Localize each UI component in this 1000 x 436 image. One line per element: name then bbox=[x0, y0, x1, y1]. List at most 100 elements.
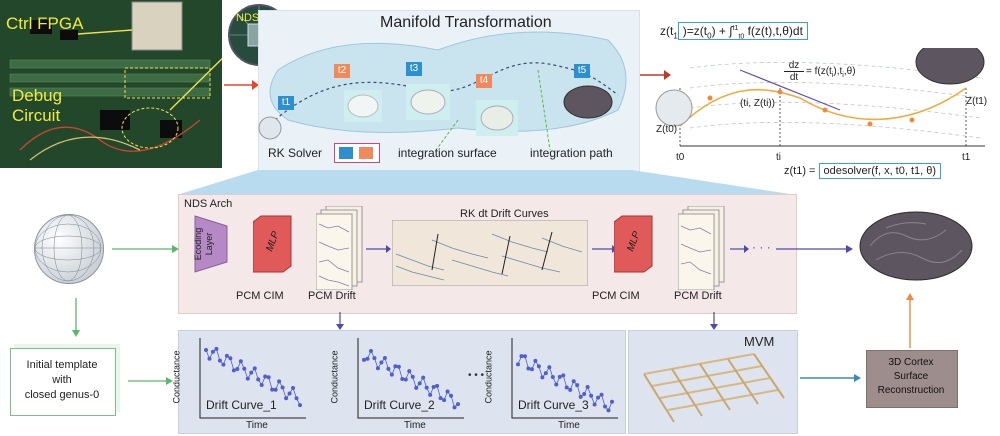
drift-point bbox=[277, 379, 282, 384]
arrow-right-icon bbox=[800, 374, 861, 382]
z-t0-label: Z(t0) bbox=[656, 124, 678, 135]
ctrl-fpga-label: Ctrl FPGA bbox=[6, 14, 84, 33]
drift-point bbox=[438, 396, 443, 401]
drift-point bbox=[400, 377, 405, 382]
drift-point bbox=[540, 375, 545, 380]
drift-point bbox=[403, 377, 408, 382]
drift-point bbox=[382, 355, 387, 360]
drift-point bbox=[599, 392, 604, 397]
drift-point bbox=[547, 365, 552, 370]
step-t4: t4 bbox=[476, 74, 492, 88]
ode-eq-bottom: z(t1) = odesolver(f, x, t0, t1, θ) bbox=[784, 163, 942, 179]
point-label: (ti, Z(ti)) bbox=[740, 98, 775, 109]
pcm-drift-stack-1 bbox=[316, 206, 363, 290]
drift-point bbox=[273, 387, 278, 392]
drift-point bbox=[610, 399, 614, 404]
drift-point bbox=[578, 394, 583, 399]
arrow-right-icon bbox=[224, 80, 259, 90]
arrow-down-icon bbox=[72, 298, 80, 337]
mlp-block-2 bbox=[614, 215, 653, 273]
step-t1: t1 bbox=[278, 96, 294, 110]
drift-point bbox=[238, 359, 243, 364]
ylabel-3: Conductance bbox=[483, 350, 494, 404]
encoding-line2: Layer bbox=[204, 232, 214, 256]
drift-point bbox=[603, 404, 608, 409]
drift-point bbox=[368, 348, 373, 353]
drift-point bbox=[417, 381, 422, 386]
eq-top-sub0: 0 bbox=[707, 31, 712, 41]
curve-label-3: Drift Curve_3 bbox=[518, 398, 589, 412]
arrow-down-icon bbox=[336, 312, 344, 330]
drift-point bbox=[204, 348, 208, 352]
drift-point bbox=[449, 393, 454, 398]
drift-point bbox=[414, 385, 419, 390]
drift-point bbox=[372, 356, 377, 361]
drift-point bbox=[375, 366, 380, 371]
drift-point bbox=[575, 383, 580, 388]
eq-bottom-lhs: z(t1) = bbox=[784, 165, 816, 177]
xlabel-3: Time bbox=[558, 420, 580, 431]
eq-top-rhs: )=z(t bbox=[682, 24, 708, 38]
mlp-block-1 bbox=[253, 215, 292, 273]
drift-point bbox=[435, 383, 440, 388]
drift-point bbox=[533, 358, 538, 363]
dz-num: dz bbox=[784, 60, 804, 72]
dz-rhs-sub: i bbox=[831, 72, 834, 79]
drift-point bbox=[362, 357, 366, 362]
drift-point bbox=[252, 366, 257, 371]
manifold-title: Manifold Transformation bbox=[380, 14, 552, 31]
drift-point bbox=[589, 393, 594, 398]
drift-dots: • • • bbox=[468, 370, 485, 381]
drift-point bbox=[536, 364, 541, 369]
drift-point bbox=[284, 396, 289, 401]
pcb-board-icon bbox=[0, 0, 222, 168]
drift-point bbox=[379, 360, 384, 365]
drift-point bbox=[256, 377, 261, 382]
rk-orange-square bbox=[359, 147, 373, 159]
drift-point bbox=[606, 408, 611, 413]
dz-rhs-end: ,θ) bbox=[843, 66, 856, 77]
drift-point bbox=[519, 354, 524, 359]
template-line3: closed genus-0 bbox=[24, 389, 100, 401]
arrow-right-icon bbox=[640, 70, 671, 80]
drift-point bbox=[554, 382, 559, 387]
eq-top-sub: 1 bbox=[673, 31, 678, 41]
drift-point bbox=[428, 392, 433, 397]
encoding-line1: Ecoding bbox=[193, 227, 203, 261]
cortex-brain-image bbox=[859, 211, 973, 281]
drift-point bbox=[421, 375, 426, 380]
eq-top-int-lower: t0 bbox=[738, 33, 745, 41]
recon-line3: Reconstruction bbox=[877, 385, 945, 396]
drift-point bbox=[291, 386, 296, 391]
pcm-drift-label-2: PCM Drift bbox=[674, 290, 722, 302]
drift-point bbox=[424, 385, 429, 390]
template-card bbox=[10, 348, 116, 416]
dz-rhs-a: = f(z(t bbox=[806, 66, 832, 77]
recon-box bbox=[866, 350, 958, 408]
rk-drift-curves-chart bbox=[392, 220, 588, 286]
rk-blue-square bbox=[339, 147, 353, 159]
dz-rhs-b: ),t bbox=[833, 66, 843, 77]
drift-point bbox=[393, 364, 398, 369]
debug-label: Debug bbox=[12, 86, 63, 105]
rk-drift-title: RK dt Drift Curves bbox=[460, 208, 549, 220]
drift-point bbox=[386, 366, 391, 371]
rk-solver-label: RK Solver bbox=[268, 146, 323, 160]
mvm-crossbar-icon bbox=[643, 353, 785, 423]
eq-top-tail: f(z(t),t,θ)dt bbox=[747, 24, 803, 38]
encoding-label: Ecoding Layer bbox=[193, 221, 229, 267]
pcm-cim-label-2: PCM CIM bbox=[592, 290, 640, 302]
eq-top-int-upper: t1 bbox=[732, 25, 739, 32]
z-t1-label: Z(t1) bbox=[966, 96, 988, 107]
drift-point bbox=[287, 391, 292, 396]
drift-points bbox=[204, 346, 614, 413]
integration-path-label: integration path bbox=[530, 146, 613, 160]
template-text: Initial template with closed genus-0 bbox=[10, 358, 114, 403]
axis-t0-label: t0 bbox=[676, 152, 685, 163]
arrow-down-icon bbox=[710, 312, 718, 330]
drift-point bbox=[298, 403, 302, 408]
ode-eq-top: z(t1)=z(t0) + ∫t1t0 f(z(t),t,θ)dt bbox=[660, 22, 808, 41]
dz-rhs-sub2: i bbox=[842, 72, 844, 79]
drift-point bbox=[224, 353, 229, 358]
ylabel-2: Conductance bbox=[329, 350, 340, 404]
